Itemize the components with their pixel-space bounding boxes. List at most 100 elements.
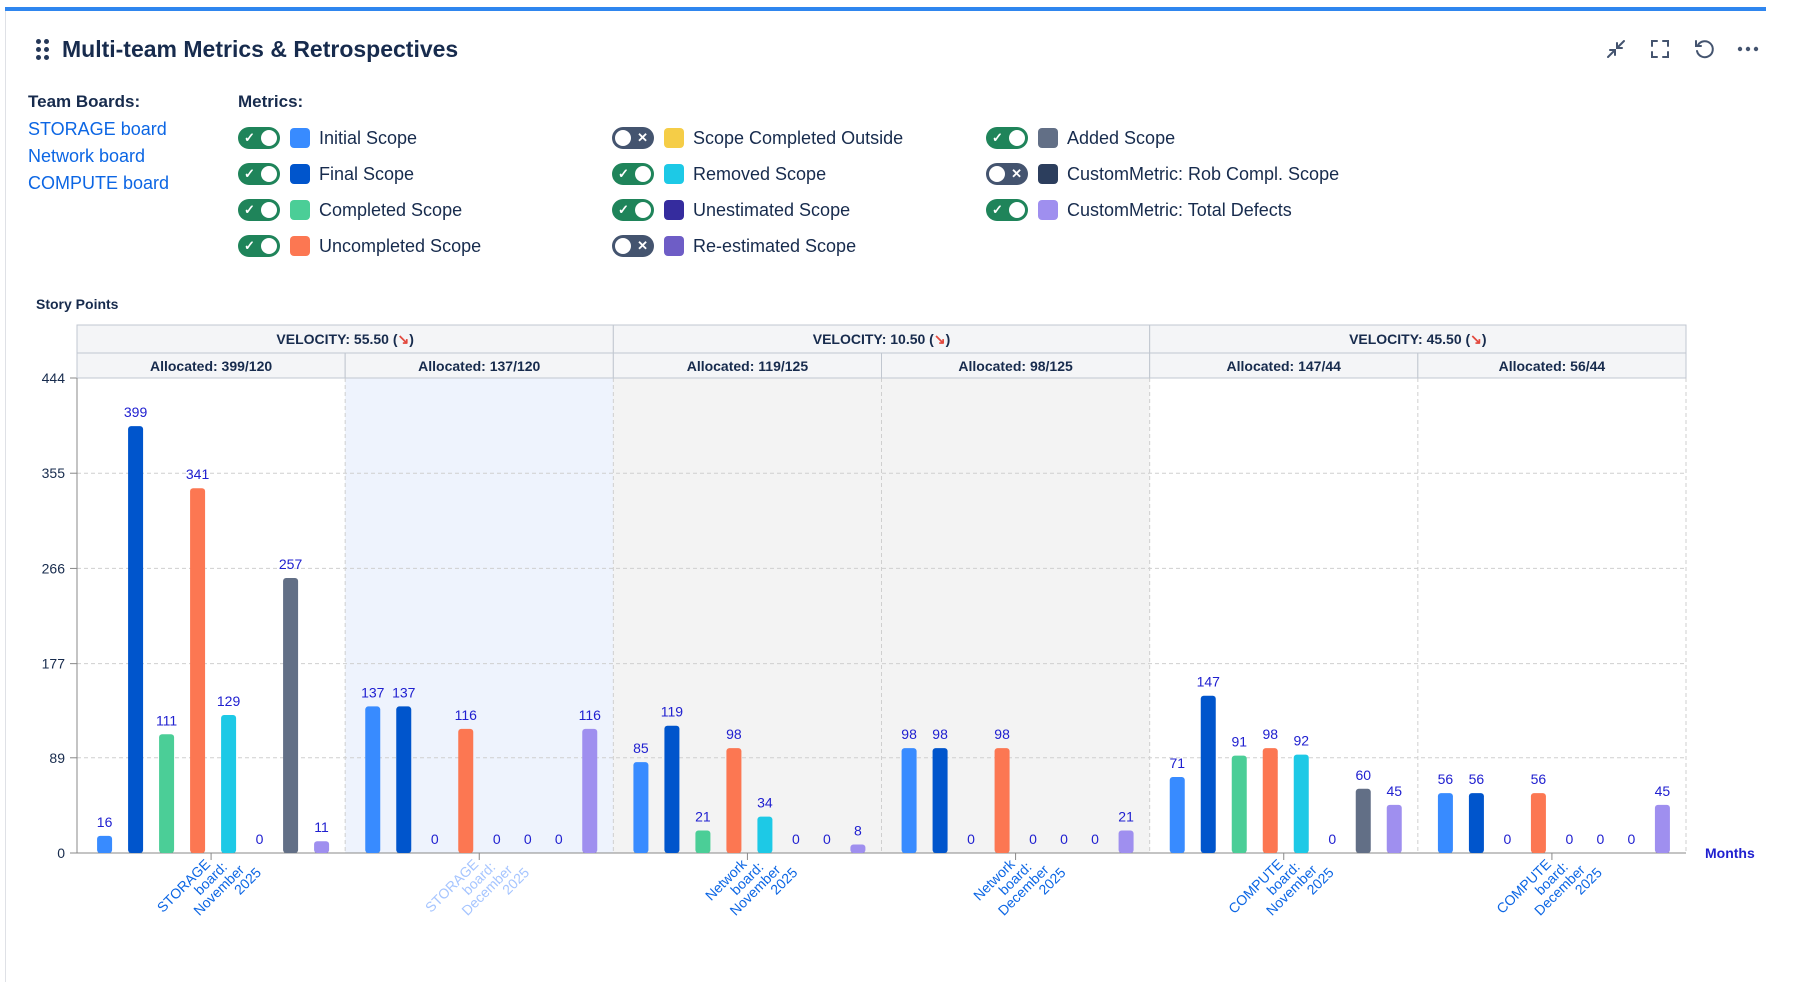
allocated-cell bbox=[76, 352, 346, 379]
bar bbox=[1118, 830, 1134, 853]
more-icon[interactable] bbox=[1735, 36, 1761, 62]
metric-uncompleted-scope: ✓ Uncompleted Scope bbox=[238, 232, 481, 260]
toggle-uncompleted-scope[interactable]: ✓ bbox=[238, 235, 280, 257]
top-accent-bar bbox=[5, 7, 1766, 11]
metric-added-scope: ✓ Added Scope bbox=[986, 124, 1175, 152]
toggle-custommetric-rob-compl-scope[interactable]: ✕ bbox=[986, 163, 1028, 185]
data-label: 98 bbox=[994, 726, 1010, 742]
metric-removed-scope: ✓ Removed Scope bbox=[612, 160, 826, 188]
data-label: 98 bbox=[1262, 726, 1278, 742]
bar bbox=[365, 706, 381, 853]
allocated-cell bbox=[1417, 352, 1687, 379]
data-label: 0 bbox=[792, 831, 800, 847]
data-label: 257 bbox=[279, 556, 303, 572]
data-label: 0 bbox=[1628, 831, 1636, 847]
page-title: Multi-team Metrics & Retrospectives bbox=[62, 35, 459, 62]
data-label: 0 bbox=[524, 831, 532, 847]
data-label: 45 bbox=[1386, 783, 1402, 799]
data-label: 129 bbox=[217, 693, 241, 709]
allocated-cell bbox=[881, 352, 1151, 379]
metrics-section: Metrics: ✓ Initial Scope ✓ Final Scope ✓ Comp… bbox=[238, 92, 1388, 257]
allocated-label: Allocated: 399/120 bbox=[150, 358, 272, 374]
bar bbox=[97, 835, 113, 853]
toggle-added-scope[interactable]: ✓ bbox=[986, 127, 1028, 149]
check-icon: ✓ bbox=[244, 130, 255, 145]
bar bbox=[1262, 748, 1278, 853]
y-tick-label: 444 bbox=[42, 370, 66, 386]
bar bbox=[582, 728, 598, 853]
data-label: 0 bbox=[1504, 831, 1512, 847]
toggle-knob bbox=[1009, 202, 1025, 218]
toggle-unestimated-scope[interactable]: ✓ bbox=[612, 199, 654, 221]
bar bbox=[757, 816, 773, 853]
data-label: 137 bbox=[361, 684, 385, 700]
allocated-label: Allocated: 147/44 bbox=[1227, 358, 1342, 374]
bar bbox=[664, 725, 680, 853]
data-label: 0 bbox=[1328, 831, 1336, 847]
toggle-re-estimated-scope[interactable]: ✕ bbox=[612, 235, 654, 257]
toggle-final-scope[interactable]: ✓ bbox=[238, 163, 280, 185]
toggle-knob bbox=[989, 166, 1005, 182]
data-label: 21 bbox=[1118, 809, 1134, 825]
category-background bbox=[1149, 378, 1418, 853]
metric-label: CustomMetric: Total Defects bbox=[1067, 199, 1292, 220]
color-swatch bbox=[664, 128, 684, 148]
board-link-network[interactable]: Network board bbox=[28, 146, 146, 166]
story-points-chart: Story Points 0 89 177 266 355 444 VELOCITY: 55.… bbox=[36, 296, 1755, 918]
y-tick-label: 0 bbox=[57, 845, 65, 861]
category-background bbox=[613, 378, 882, 853]
bar bbox=[283, 578, 299, 853]
color-swatch bbox=[290, 236, 310, 256]
fullscreen-icon[interactable] bbox=[1647, 36, 1673, 62]
check-icon: ✓ bbox=[244, 238, 255, 253]
bar bbox=[994, 748, 1010, 853]
data-label: 0 bbox=[431, 831, 439, 847]
bar bbox=[850, 844, 866, 853]
toggle-knob bbox=[261, 130, 277, 146]
data-label: 56 bbox=[1531, 771, 1547, 787]
cross-icon: ✕ bbox=[637, 238, 648, 253]
check-icon: ✓ bbox=[618, 202, 629, 217]
board-link-compute[interactable]: COMPUTE board bbox=[28, 173, 170, 193]
bar bbox=[695, 830, 711, 853]
velocity-label: VELOCITY: 45.50 (↘) bbox=[1349, 331, 1487, 347]
bar bbox=[901, 748, 917, 853]
allocated-label: Allocated: 56/44 bbox=[1499, 358, 1606, 374]
velocity-label: VELOCITY: 10.50 (↘) bbox=[813, 331, 951, 347]
bar bbox=[1200, 695, 1216, 853]
metric-completed-scope: ✓ Completed Scope bbox=[238, 196, 462, 224]
color-swatch bbox=[664, 200, 684, 220]
toggle-removed-scope[interactable]: ✓ bbox=[612, 163, 654, 185]
metrics-toggle-grid: ✓ Initial Scope ✓ Final Scope ✓ Completed Sco… bbox=[238, 114, 1388, 257]
board-link-storage[interactable]: STORAGE board bbox=[28, 119, 167, 139]
bar bbox=[221, 714, 237, 853]
data-label: 56 bbox=[1438, 771, 1454, 787]
data-label: 98 bbox=[932, 726, 948, 742]
data-label: 98 bbox=[901, 726, 917, 742]
toggle-completed-scope[interactable]: ✓ bbox=[238, 199, 280, 221]
data-label: 0 bbox=[1091, 831, 1099, 847]
refresh-icon[interactable] bbox=[1691, 36, 1717, 62]
y-tick-label: 89 bbox=[49, 750, 65, 766]
toggle-scope-completed-outside[interactable]: ✕ bbox=[612, 127, 654, 149]
metric-label: Scope Completed Outside bbox=[693, 127, 904, 148]
header-toolbar bbox=[1603, 36, 1761, 62]
data-label: 71 bbox=[1169, 755, 1185, 771]
toggle-initial-scope[interactable]: ✓ bbox=[238, 127, 280, 149]
drag-handle-icon[interactable] bbox=[36, 39, 52, 60]
allocated-label: Allocated: 119/125 bbox=[687, 358, 809, 374]
toggle-knob bbox=[261, 202, 277, 218]
data-label: 0 bbox=[493, 831, 501, 847]
color-swatch bbox=[1038, 128, 1058, 148]
allocated-cell bbox=[344, 352, 614, 379]
toggle-custommetric-total-defects[interactable]: ✓ bbox=[986, 199, 1028, 221]
minimize-icon[interactable] bbox=[1603, 36, 1629, 62]
toggle-knob bbox=[615, 130, 631, 146]
bar bbox=[932, 748, 948, 853]
data-label: 399 bbox=[124, 404, 148, 420]
data-label: 85 bbox=[633, 740, 649, 756]
data-label: 341 bbox=[186, 466, 210, 482]
check-icon: ✓ bbox=[618, 166, 629, 181]
data-label: 21 bbox=[695, 809, 711, 825]
allocated-cell bbox=[612, 352, 882, 379]
